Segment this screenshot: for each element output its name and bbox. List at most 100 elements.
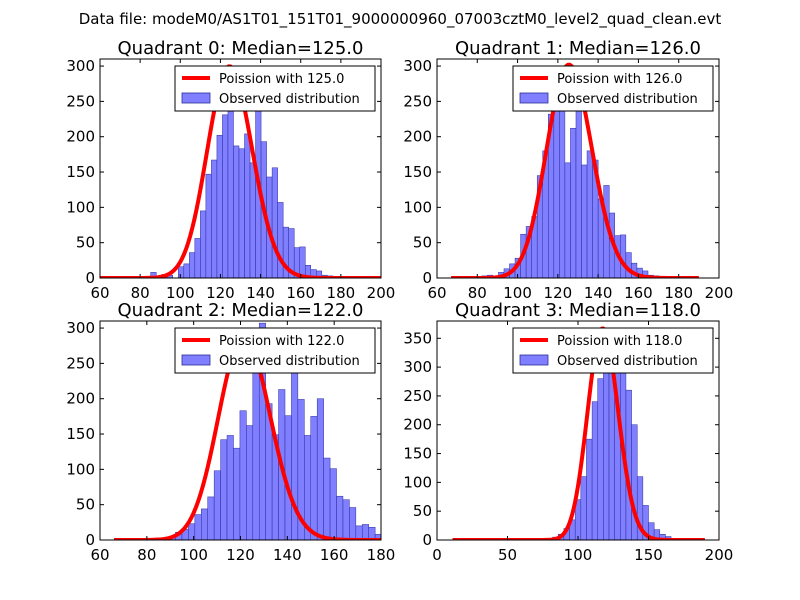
x-tick-label: 200: [705, 284, 734, 302]
x-tick-label: 140: [584, 284, 613, 302]
hist-bar: [349, 507, 357, 540]
y-tick-label: 0: [422, 531, 432, 549]
hist-bar: [194, 514, 202, 540]
hist-bar: [299, 246, 306, 278]
hist-bar: [216, 135, 223, 278]
hist-bar: [316, 398, 324, 540]
y-tick-label: 250: [403, 387, 432, 405]
hist-bar: [368, 527, 376, 540]
y-tick-label: 250: [66, 354, 95, 372]
y-tick-label: 200: [403, 416, 432, 434]
x-tick-label: 160: [624, 284, 653, 302]
y-tick-label: 300: [66, 319, 95, 337]
y-tick-label: 0: [85, 269, 95, 287]
y-tick-label: 200: [66, 390, 95, 408]
hist-bar: [211, 159, 218, 278]
y-tick-label: 100: [403, 198, 432, 216]
hist-bar: [603, 366, 610, 540]
hist-bar: [336, 495, 344, 540]
y-tick-label: 0: [422, 269, 432, 287]
x-tick-label: 180: [664, 284, 693, 302]
x-tick-label: 140: [246, 284, 275, 302]
hist-bar: [213, 470, 221, 540]
legend-bar-label: Observed distribution: [219, 92, 360, 107]
hist-bar: [233, 447, 241, 540]
x-tick-label: 200: [705, 546, 734, 564]
hist-bar: [220, 439, 228, 540]
legend: Poission with 125.0 Observed distribution: [174, 65, 376, 112]
y-tick-label: 250: [66, 92, 95, 110]
y-tick-label: 100: [66, 198, 95, 216]
y-tick-label: 200: [66, 128, 95, 146]
x-tick-label: 100: [503, 284, 532, 302]
legend-box: [174, 65, 376, 112]
hist-bar: [233, 145, 240, 278]
y-tick-label: 100: [66, 460, 95, 478]
hist-bar: [310, 416, 318, 540]
hist-bar: [194, 238, 201, 278]
y-tick-label: 200: [403, 128, 432, 146]
hist-bar: [183, 263, 190, 278]
y-tick-label: 50: [76, 234, 95, 252]
chart-quadrant-0: 60 80 100 120 140 160 180 200 0 50 100 150 200 250 300…: [66, 38, 395, 302]
hist-bar: [401, 538, 407, 540]
hist-bar: [355, 525, 363, 540]
legend: Poission with 118.0 Observed distribution: [512, 327, 714, 374]
y-tick-label: 300: [403, 358, 432, 376]
legend-curve-label: Poission with 126.0: [557, 72, 682, 87]
legend-curve-label: Poission with 118.0: [557, 334, 682, 349]
legend-box: [512, 65, 714, 112]
legend-bar-swatch: [181, 92, 211, 104]
y-tick-label: 250: [403, 92, 432, 110]
hist-bar: [580, 476, 587, 540]
chart-quadrant-2: 60 80 100 120 140 160 180 0 50 100 150 200 250 300 Qua…: [66, 300, 420, 564]
y-tick-label: 50: [413, 234, 432, 252]
hist-bar: [205, 173, 212, 278]
hist-bar: [597, 378, 604, 540]
hist-bar: [407, 539, 413, 540]
axes-frame: [99, 58, 382, 279]
x-tick-label: 120: [226, 546, 255, 564]
chart-quadrant-3: 0 50 100 150 200 0 50 100 150 200 250 300 350 Quadran…: [403, 300, 733, 564]
y-tick-label: 50: [413, 502, 432, 520]
hist-bar: [238, 148, 245, 278]
y-tick-label: 100: [403, 473, 432, 491]
legend-box: [174, 327, 376, 374]
x-tick-label: 50: [498, 546, 517, 564]
x-tick-label: 200: [367, 284, 396, 302]
y-tick-label: 150: [66, 425, 95, 443]
x-tick-label: 60: [90, 546, 109, 564]
x-tick-label: 120: [544, 284, 573, 302]
x-tick-label: 100: [179, 546, 208, 564]
legend-bar-label: Observed distribution: [557, 92, 698, 107]
hist-bar: [414, 539, 420, 540]
legend-box: [512, 327, 714, 374]
hist-bar: [246, 425, 254, 540]
chart-title: Quadrant 0: Median=125.0: [118, 38, 364, 59]
hist-bar: [586, 150, 593, 278]
hist-bar: [382, 532, 388, 540]
legend: Poission with 126.0 Observed distribution: [512, 65, 714, 112]
hist-bar: [249, 162, 256, 278]
hist-bar: [564, 162, 571, 278]
hist-bar: [570, 127, 577, 278]
hist-bar: [226, 435, 234, 540]
hist-bar: [222, 114, 229, 278]
chart-title: Quadrant 3: Median=118.0: [455, 300, 701, 321]
x-tick-label: 100: [166, 284, 195, 302]
x-tick-label: 0: [432, 546, 442, 564]
hist-bar: [200, 210, 207, 278]
chart-title: Quadrant 1: Median=126.0: [455, 38, 701, 59]
hist-bar: [277, 202, 284, 278]
hist-bar: [239, 410, 247, 540]
y-tick-label: 0: [85, 531, 95, 549]
x-tick-label: 80: [137, 546, 156, 564]
x-tick-label: 180: [327, 284, 356, 302]
hist-bar: [586, 438, 593, 540]
y-tick-label: 150: [403, 163, 432, 181]
legend-bar-swatch: [519, 354, 549, 366]
y-tick-label: 300: [66, 57, 95, 75]
hist-bar: [207, 496, 215, 540]
x-tick-label: 140: [273, 546, 302, 564]
hist-bar: [189, 252, 196, 278]
